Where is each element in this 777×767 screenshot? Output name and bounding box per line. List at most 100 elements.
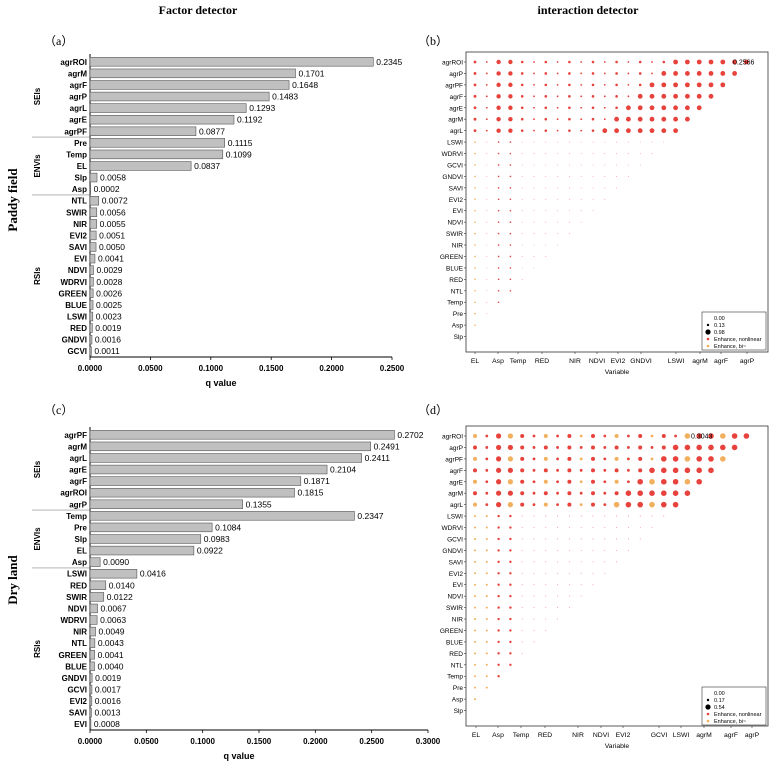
bubble: [507, 444, 513, 451]
bar-Asp: [89, 557, 101, 567]
bubble: [567, 479, 572, 484]
value-label-SAVI: 0.0050: [99, 242, 125, 252]
bubble: [616, 561, 617, 563]
bubble: [614, 434, 619, 438]
bubble: [509, 549, 512, 552]
bubble: [556, 72, 559, 75]
bubble: [616, 550, 617, 551]
bubble: [603, 61, 606, 63]
bar-agrPF: [89, 430, 395, 440]
bubble: [521, 550, 523, 551]
x-label-GCVI: GCVI: [651, 732, 668, 739]
y-label-EVI2: EVI2: [449, 571, 463, 578]
bar-label-NTL: NTL: [71, 197, 87, 206]
bubble: [474, 515, 476, 518]
bar-label-EVI2: EVI2: [70, 231, 88, 240]
bar-label-RED: RED: [70, 324, 87, 333]
x-label-LSWI: LSWI: [668, 358, 685, 365]
bubble: [508, 94, 513, 99]
bar-NTL: [89, 638, 96, 648]
bubble: [532, 457, 536, 461]
panel-tag-d: （d）: [418, 403, 448, 417]
bubble: [649, 105, 655, 111]
bubble: [497, 560, 500, 564]
y-label-RED: RED: [449, 277, 463, 284]
bubble: [545, 164, 547, 166]
bubble: [696, 456, 702, 462]
bubble: [496, 59, 501, 65]
bubble: [567, 456, 572, 461]
bubble: [485, 95, 488, 98]
bubble: [557, 153, 558, 154]
legend-type-swatch: [706, 719, 710, 723]
bar-label-agrM: agrM: [68, 442, 87, 451]
bar-label-LSWI: LSWI: [67, 312, 87, 321]
bubble: [569, 550, 570, 551]
value-label-EVI: 0.0008: [94, 719, 120, 729]
bubble: [507, 479, 513, 485]
bar-label-LSWI: LSWI: [67, 570, 87, 579]
bubble: [486, 176, 488, 177]
bubble: [568, 83, 571, 87]
bar-agrM: [89, 68, 296, 79]
bar-label-RED: RED: [70, 581, 87, 590]
bar-EL: [89, 545, 195, 556]
bar-RED: [89, 323, 93, 333]
value-label-NTL: 0.0072: [102, 196, 128, 206]
bubble: [557, 538, 558, 540]
legend-size-label: 0.13: [714, 323, 725, 329]
value-label-EVI: 0.0041: [98, 254, 124, 264]
bubble: [592, 164, 594, 166]
bubble: [696, 467, 702, 474]
bubble: [567, 502, 572, 507]
x-label-agrP: agrP: [745, 732, 760, 739]
legend-size-label: 0.00: [714, 316, 725, 322]
value-label-BLUE: 0.0025: [96, 300, 122, 310]
bubble: [569, 198, 570, 200]
bubble: [580, 210, 582, 212]
bubble: [661, 105, 667, 111]
bubble: [473, 60, 477, 64]
legend-box: [701, 311, 767, 351]
x-label-Asp: Asp: [492, 732, 504, 739]
bubble: [637, 478, 643, 485]
bubble: [474, 652, 476, 655]
bubble: [720, 444, 726, 451]
bubble: [508, 128, 513, 133]
bubble: [533, 572, 535, 574]
bubble: [591, 129, 595, 132]
bubble: [532, 468, 536, 472]
bubble: [603, 457, 607, 461]
legend-size-label: 0.98: [714, 330, 725, 336]
value-label-LSWI: 0.0023: [96, 311, 122, 321]
bubble: [521, 141, 523, 143]
value-label-agrPF: 0.0877: [199, 126, 225, 136]
bubble: [545, 210, 547, 212]
bubble: [591, 72, 595, 75]
bubble: [485, 652, 488, 655]
bubble: [521, 187, 523, 189]
group-label-rsi: RSIs: [33, 267, 42, 285]
bubble: [509, 583, 512, 586]
bubble: [615, 60, 618, 64]
bubble: [557, 572, 558, 574]
bubble: [473, 502, 477, 507]
bubble: [580, 595, 582, 597]
bubble: [592, 572, 594, 574]
bubble: [497, 255, 500, 258]
y-label-GCVI: GCVI: [447, 536, 463, 543]
bar-SAVI: [89, 242, 97, 252]
bubble: [544, 60, 548, 64]
bubble: [651, 61, 653, 63]
bubble: [639, 515, 641, 517]
bubble: [580, 129, 583, 132]
bubble: [497, 164, 500, 166]
bubble: [545, 256, 547, 257]
bubble: [685, 59, 690, 65]
bubble: [557, 221, 558, 223]
bubble: [625, 501, 632, 508]
bubble: [474, 278, 476, 281]
bar-agrPF: [89, 126, 197, 136]
y-label-EVI: EVI: [453, 582, 464, 589]
bubble: [592, 561, 594, 563]
